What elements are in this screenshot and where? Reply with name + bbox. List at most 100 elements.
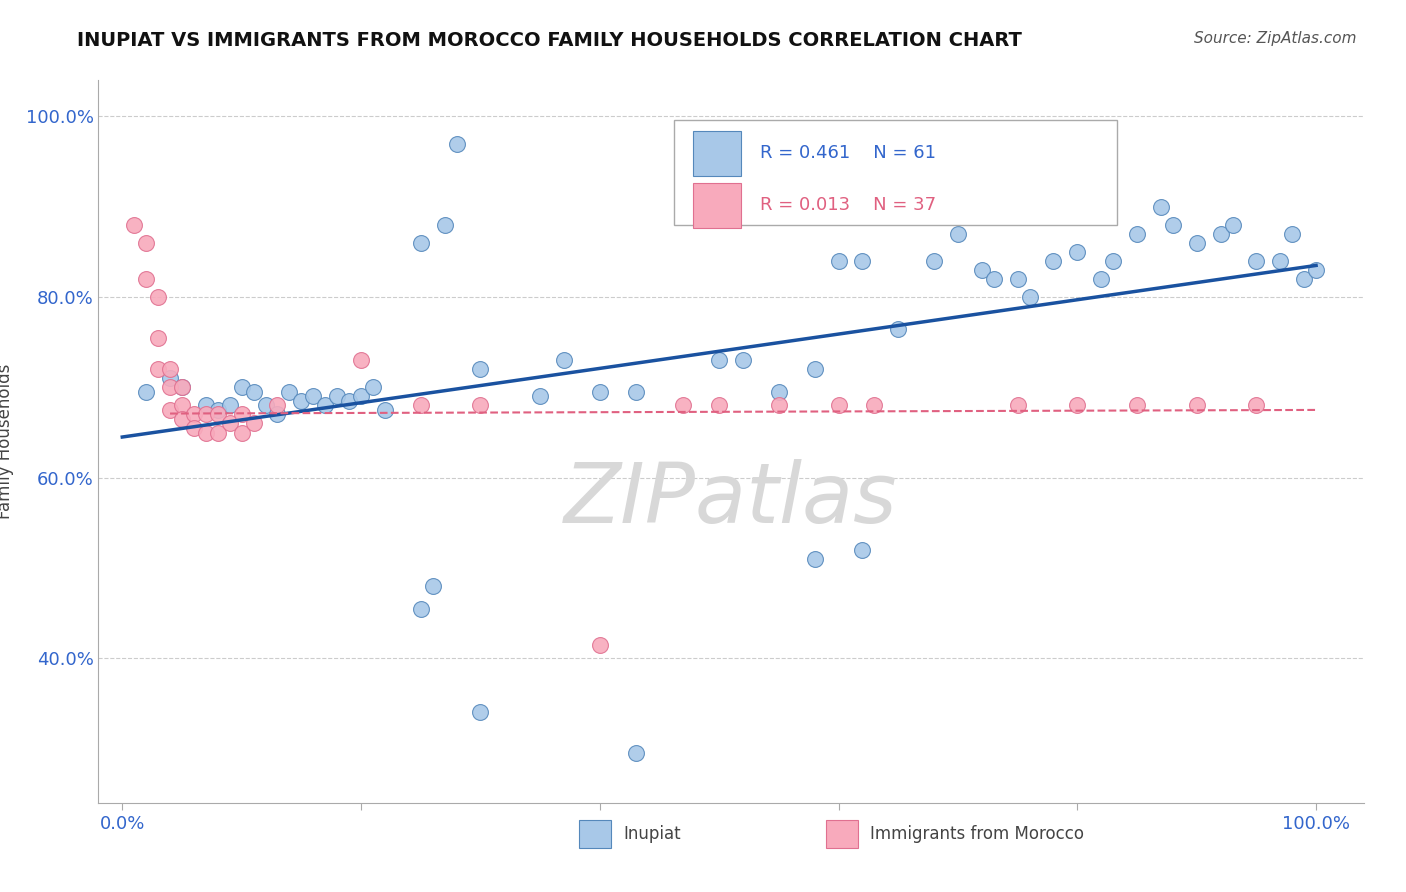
Point bbox=[218, 398, 240, 412]
Bar bbox=[693, 131, 741, 176]
Point bbox=[946, 227, 969, 241]
Point bbox=[983, 272, 1005, 286]
Point bbox=[207, 408, 229, 422]
Point bbox=[1270, 253, 1292, 268]
Text: Inupiat: Inupiat bbox=[623, 825, 681, 843]
Point bbox=[887, 321, 910, 335]
Point bbox=[159, 371, 181, 385]
Bar bbox=[693, 183, 741, 227]
Point bbox=[827, 253, 849, 268]
Point bbox=[446, 136, 468, 151]
Point bbox=[254, 398, 277, 412]
Point bbox=[350, 353, 373, 368]
Point bbox=[433, 218, 456, 232]
Point bbox=[326, 389, 349, 403]
Point bbox=[290, 393, 312, 408]
Point bbox=[207, 403, 229, 417]
Point bbox=[624, 746, 647, 760]
Point bbox=[1102, 253, 1125, 268]
Bar bbox=[579, 820, 610, 847]
Point bbox=[1066, 398, 1088, 412]
Point bbox=[1246, 398, 1268, 412]
Point bbox=[242, 417, 264, 431]
Point bbox=[218, 417, 240, 431]
Point bbox=[1066, 244, 1088, 259]
Point bbox=[1209, 227, 1232, 241]
Text: R = 0.461    N = 61: R = 0.461 N = 61 bbox=[761, 145, 936, 162]
Point bbox=[589, 638, 612, 652]
Point bbox=[1150, 200, 1173, 214]
Point bbox=[1018, 290, 1040, 304]
Y-axis label: Family Households: Family Households bbox=[0, 364, 14, 519]
Point bbox=[470, 706, 492, 720]
Point bbox=[422, 579, 444, 593]
Point bbox=[146, 290, 169, 304]
Point bbox=[709, 353, 731, 368]
Point bbox=[803, 362, 825, 376]
Text: Source: ZipAtlas.com: Source: ZipAtlas.com bbox=[1194, 31, 1357, 46]
Point bbox=[768, 384, 790, 399]
Point bbox=[624, 384, 647, 399]
Point bbox=[278, 384, 301, 399]
Point bbox=[183, 421, 205, 435]
Text: R = 0.013    N = 37: R = 0.013 N = 37 bbox=[761, 196, 936, 214]
Point bbox=[1007, 272, 1029, 286]
Text: ZIPatlas: ZIPatlas bbox=[564, 458, 898, 540]
Point bbox=[863, 398, 886, 412]
FancyBboxPatch shape bbox=[675, 120, 1116, 225]
Point bbox=[231, 380, 253, 394]
Point bbox=[350, 389, 373, 403]
Point bbox=[302, 389, 325, 403]
Point bbox=[553, 353, 575, 368]
Point bbox=[159, 403, 181, 417]
Point bbox=[314, 398, 336, 412]
Point bbox=[970, 263, 993, 277]
Point bbox=[266, 398, 288, 412]
Point bbox=[231, 425, 253, 440]
Point bbox=[851, 542, 873, 557]
Point bbox=[146, 331, 169, 345]
Point bbox=[337, 393, 360, 408]
Point bbox=[470, 362, 492, 376]
Point bbox=[207, 425, 229, 440]
Point bbox=[194, 425, 217, 440]
Point bbox=[1185, 235, 1208, 250]
Point bbox=[1090, 272, 1112, 286]
Point bbox=[194, 408, 217, 422]
Point bbox=[242, 384, 264, 399]
Point bbox=[409, 398, 432, 412]
Point bbox=[122, 218, 145, 232]
Point bbox=[1246, 253, 1268, 268]
Point bbox=[709, 398, 731, 412]
Point bbox=[170, 380, 193, 394]
Point bbox=[231, 408, 253, 422]
Point bbox=[266, 408, 288, 422]
Point bbox=[1126, 398, 1149, 412]
Point bbox=[135, 235, 157, 250]
Point bbox=[827, 398, 849, 412]
Point bbox=[672, 398, 695, 412]
Point bbox=[851, 253, 873, 268]
Point bbox=[183, 408, 205, 422]
Point bbox=[1161, 218, 1184, 232]
Point bbox=[374, 403, 396, 417]
Bar bbox=[825, 820, 858, 847]
Point bbox=[922, 253, 945, 268]
Point bbox=[409, 235, 432, 250]
Point bbox=[194, 398, 217, 412]
Point bbox=[1185, 398, 1208, 412]
Point bbox=[159, 380, 181, 394]
Point bbox=[803, 552, 825, 566]
Text: Immigrants from Morocco: Immigrants from Morocco bbox=[870, 825, 1084, 843]
Point bbox=[768, 398, 790, 412]
Point bbox=[731, 353, 754, 368]
Point bbox=[1042, 253, 1064, 268]
Text: INUPIAT VS IMMIGRANTS FROM MOROCCO FAMILY HOUSEHOLDS CORRELATION CHART: INUPIAT VS IMMIGRANTS FROM MOROCCO FAMIL… bbox=[77, 31, 1022, 50]
Point bbox=[409, 601, 432, 615]
Point bbox=[135, 272, 157, 286]
Point bbox=[135, 384, 157, 399]
Point bbox=[170, 398, 193, 412]
Point bbox=[470, 398, 492, 412]
Point bbox=[1007, 398, 1029, 412]
Point bbox=[1294, 272, 1316, 286]
